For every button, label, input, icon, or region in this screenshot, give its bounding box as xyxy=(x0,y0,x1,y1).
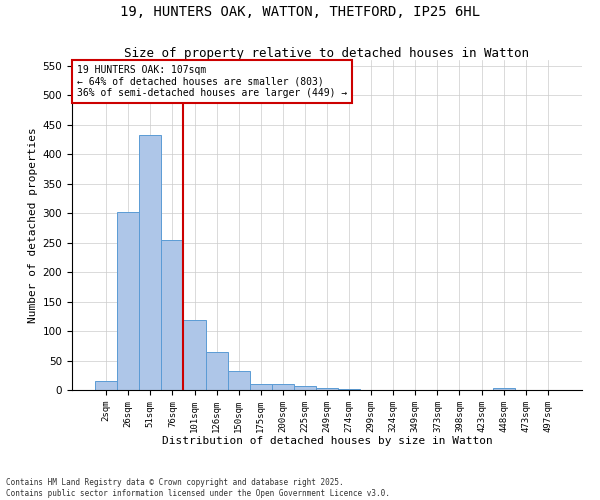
Bar xyxy=(250,384,272,390)
Y-axis label: Number of detached properties: Number of detached properties xyxy=(28,127,38,323)
Bar xyxy=(272,384,294,390)
Bar xyxy=(95,381,117,390)
Bar xyxy=(117,212,139,390)
Text: Contains HM Land Registry data © Crown copyright and database right 2025.
Contai: Contains HM Land Registry data © Crown c… xyxy=(6,478,390,498)
Bar xyxy=(184,320,206,390)
Bar xyxy=(227,370,250,390)
Bar xyxy=(294,386,316,390)
Text: 19, HUNTERS OAK, WATTON, THETFORD, IP25 6HL: 19, HUNTERS OAK, WATTON, THETFORD, IP25 … xyxy=(120,5,480,19)
Bar xyxy=(161,240,184,390)
X-axis label: Distribution of detached houses by size in Watton: Distribution of detached houses by size … xyxy=(161,436,493,446)
Bar xyxy=(139,136,161,390)
Text: 19 HUNTERS OAK: 107sqm
← 64% of detached houses are smaller (803)
36% of semi-de: 19 HUNTERS OAK: 107sqm ← 64% of detached… xyxy=(77,65,347,98)
Bar xyxy=(338,389,360,390)
Bar xyxy=(493,388,515,390)
Bar xyxy=(316,388,338,390)
Title: Size of property relative to detached houses in Watton: Size of property relative to detached ho… xyxy=(125,47,530,60)
Bar xyxy=(206,352,227,390)
